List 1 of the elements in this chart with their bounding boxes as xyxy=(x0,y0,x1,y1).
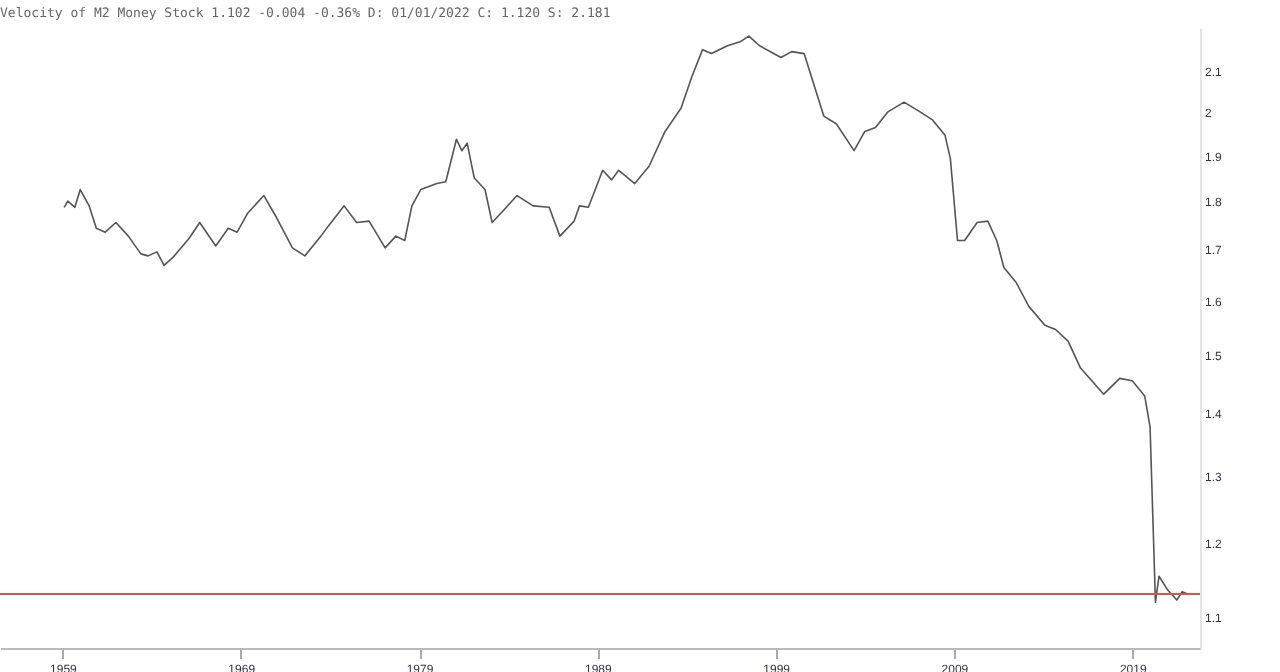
line-series xyxy=(63,35,1189,604)
